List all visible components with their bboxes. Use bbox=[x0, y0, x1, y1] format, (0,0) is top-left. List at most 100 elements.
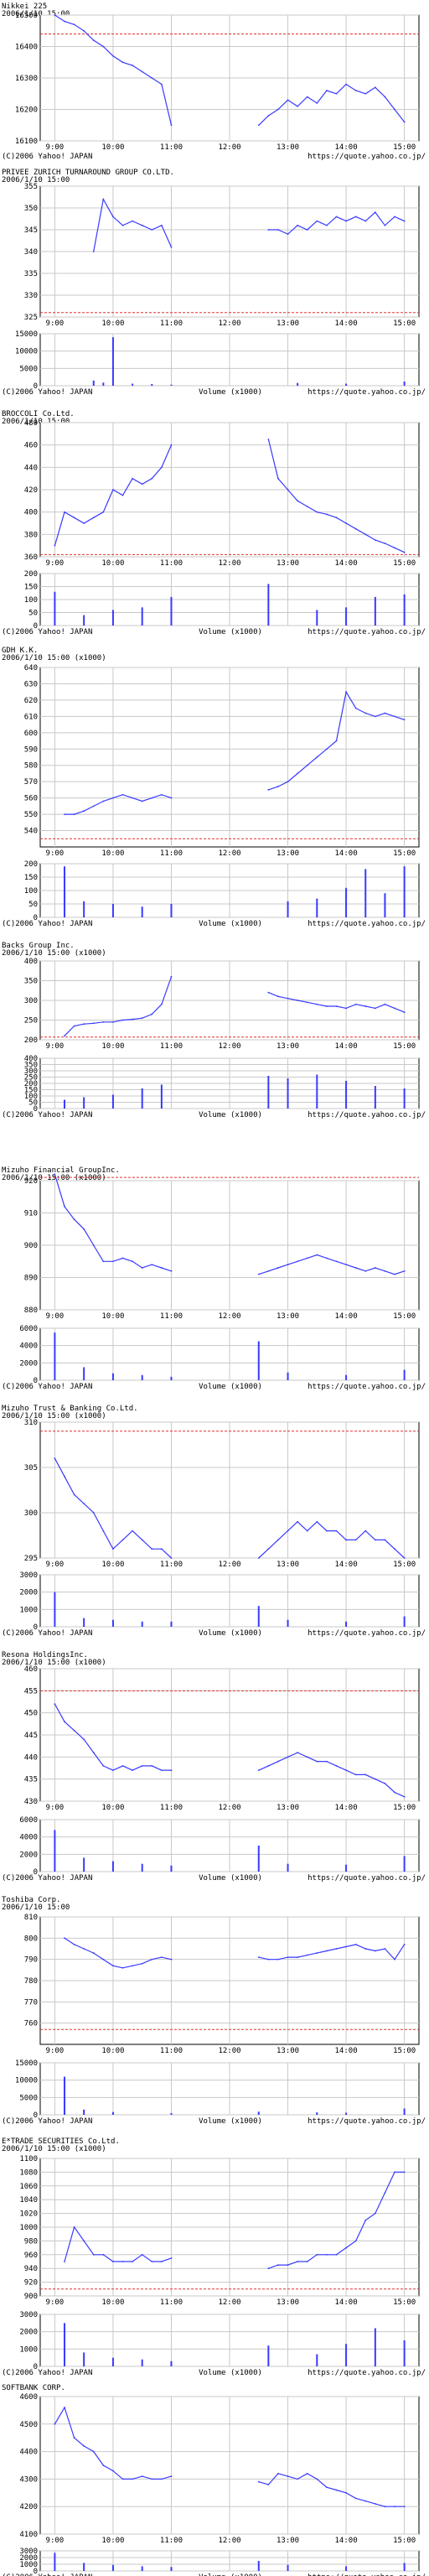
price-point bbox=[121, 1019, 124, 1021]
x-tick-label: 10:00 bbox=[101, 2537, 124, 2545]
price-point bbox=[132, 2478, 134, 2480]
price-point bbox=[132, 2261, 134, 2262]
volume-bar bbox=[345, 1621, 348, 1627]
price-point bbox=[306, 506, 308, 507]
x-tick-label: 13:00 bbox=[277, 319, 299, 328]
price-point bbox=[121, 1966, 124, 1969]
copyright-text: (C)2006 Yahoo! JAPAN bbox=[2, 920, 92, 928]
volume-bar bbox=[403, 1616, 406, 1627]
price-point bbox=[112, 489, 114, 491]
source-url: https://quote.yahoo.co.jp/ bbox=[308, 2369, 426, 2377]
volume-y-tick-label: 2000 bbox=[19, 1589, 38, 1597]
price-line bbox=[258, 2473, 405, 2507]
price-point bbox=[83, 29, 85, 32]
price-point bbox=[277, 2472, 279, 2475]
y-tick-label: 380 bbox=[24, 531, 38, 539]
price-point bbox=[345, 2246, 347, 2249]
price-point bbox=[64, 511, 65, 513]
volume-y-tick-label: 300 bbox=[24, 1067, 38, 1076]
x-tick-label: 11:00 bbox=[160, 319, 183, 328]
volume-bar bbox=[54, 1592, 56, 1627]
volume-bar bbox=[287, 1619, 289, 1627]
price-point bbox=[297, 105, 299, 107]
price-point bbox=[403, 1011, 406, 1013]
x-tick-label: 12:00 bbox=[218, 559, 240, 568]
price-point bbox=[325, 748, 328, 750]
price-point bbox=[64, 1937, 65, 1940]
volume-bar bbox=[111, 904, 114, 917]
volume-caption: Volume (x1000) bbox=[199, 2573, 262, 2576]
x-tick-label: 10:00 bbox=[101, 849, 124, 858]
y-tick-label: 400 bbox=[24, 958, 38, 966]
volume-bar bbox=[111, 2357, 114, 2366]
volume-bar bbox=[83, 901, 85, 917]
y-tick-label: 335 bbox=[24, 270, 38, 278]
x-tick-label: 9:00 bbox=[46, 1804, 65, 1812]
chart-panel: Toshiba Corp.2006/1/10 15:00 760 770 780 790… bbox=[2, 1896, 426, 2126]
price-point bbox=[325, 90, 328, 91]
chart-subtitle: 2006/1/10 15:00 bbox=[2, 1903, 70, 1912]
price-point bbox=[335, 1260, 338, 1263]
price-point bbox=[394, 2506, 395, 2508]
price-point bbox=[394, 1791, 395, 1794]
price-point bbox=[257, 1956, 260, 1959]
y-tick-label: 330 bbox=[24, 292, 38, 300]
y-tick-label: 305 bbox=[24, 1464, 38, 1472]
price-line bbox=[258, 83, 406, 126]
price-point bbox=[316, 511, 318, 513]
y-tick-label: 16500 bbox=[15, 12, 38, 20]
y-tick-label: 340 bbox=[24, 248, 38, 257]
price-point bbox=[73, 1729, 75, 1732]
price-point bbox=[297, 1752, 299, 1753]
price-point bbox=[277, 1958, 279, 1961]
price-point bbox=[287, 2264, 289, 2267]
copyright-text: (C)2006 Yahoo! JAPAN bbox=[2, 628, 92, 636]
price-point bbox=[306, 1257, 308, 1259]
price-point bbox=[325, 1760, 328, 1763]
y-tick-label: 540 bbox=[24, 828, 38, 836]
price-point bbox=[112, 55, 114, 57]
price-point bbox=[151, 797, 153, 799]
y-tick-label: 910 bbox=[24, 1210, 38, 1218]
y-tick-label: 450 bbox=[24, 1710, 38, 1718]
price-point bbox=[277, 2264, 279, 2267]
price-point bbox=[345, 83, 347, 86]
y-tick-label: 440 bbox=[24, 1753, 38, 1762]
price-point bbox=[121, 1764, 124, 1767]
price-point bbox=[316, 220, 318, 222]
y-tick-label: 4600 bbox=[19, 2393, 38, 2402]
price-point bbox=[277, 786, 279, 787]
x-tick-label: 10:00 bbox=[101, 2298, 124, 2307]
volume-y-tick-label: 6000 bbox=[19, 1325, 38, 1333]
volume-y-tick-label: 50 bbox=[28, 901, 38, 909]
price-point bbox=[141, 483, 143, 486]
x-tick-label: 11:00 bbox=[160, 1561, 183, 1569]
volume-y-tick-label: 350 bbox=[24, 1062, 38, 1070]
price-point bbox=[394, 216, 395, 218]
price-line bbox=[64, 976, 173, 1036]
price-point bbox=[160, 793, 163, 796]
price-point bbox=[112, 1965, 114, 1967]
x-tick-label: 9:00 bbox=[46, 1312, 65, 1321]
price-point bbox=[267, 2484, 270, 2485]
price-point bbox=[64, 1721, 65, 1723]
price-point bbox=[287, 2475, 289, 2478]
volume-y-tick-label: 4000 bbox=[19, 1343, 38, 1351]
price-point bbox=[364, 2500, 367, 2502]
price-point bbox=[92, 39, 95, 41]
price-point bbox=[92, 1022, 95, 1025]
price-point bbox=[102, 800, 105, 802]
price-point bbox=[92, 2253, 95, 2256]
price-point bbox=[112, 2470, 114, 2472]
price-point bbox=[73, 2226, 75, 2228]
x-tick-label: 14:00 bbox=[335, 143, 358, 152]
price-point bbox=[287, 997, 289, 1000]
x-tick-label: 11:00 bbox=[160, 1804, 183, 1812]
price-point bbox=[160, 1769, 163, 1772]
chart-panel: BROCCOLI Co.Ltd.2006/1/10 15:00 360 380 400… bbox=[2, 410, 426, 636]
price-point bbox=[160, 466, 163, 469]
volume-bar bbox=[141, 1374, 143, 1380]
price-point bbox=[403, 1557, 406, 1559]
volume-bar bbox=[141, 1621, 143, 1627]
volume-caption: Volume (x1000) bbox=[199, 2117, 262, 2126]
